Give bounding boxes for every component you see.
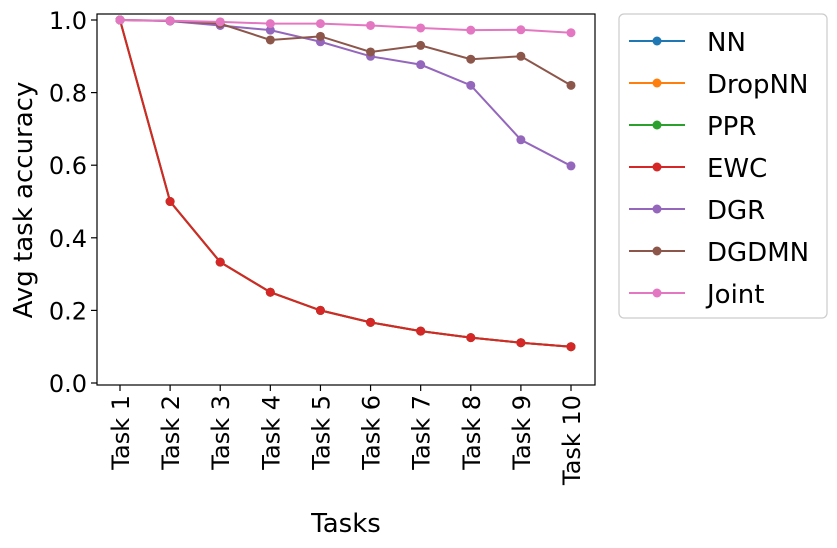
data-point-joint (366, 20, 376, 30)
y-tick-label: 1.0 (49, 7, 87, 35)
series-line-joint (119, 19, 572, 34)
x-axis-label: Tasks (310, 509, 381, 539)
data-point-joint (466, 25, 476, 35)
y-axis: 0.0 0.2 0.4 0.6 0.8 1.0 (49, 7, 97, 398)
x-tick-label: Task 7 (408, 395, 436, 471)
y-tick-label: 0.8 (49, 80, 87, 108)
y-tick-label: 0.6 (49, 152, 87, 180)
y-tick-label: 0.2 (49, 297, 87, 325)
data-point-ewc (416, 326, 426, 336)
legend-box (618, 13, 828, 319)
x-tick-label: Task 9 (508, 395, 536, 471)
data-point-dgdmn (416, 40, 426, 50)
data-point-dgr (416, 60, 426, 70)
data-point-dgdmn (566, 80, 576, 90)
data-point-ewc (265, 287, 275, 297)
x-axis: Task 1 Task 2 Task 3 Task 4 Task 5 Task 6 Task… (107, 385, 586, 486)
legend-marker (652, 204, 662, 214)
data-point-ewc (215, 257, 225, 267)
legend-marker (652, 78, 662, 88)
y-tick-label: 0.4 (49, 225, 87, 253)
legend-label: EWC (707, 154, 767, 184)
x-tick-label: Task 3 (207, 395, 235, 471)
data-point-ewc (315, 305, 325, 315)
data-point-dgdmn (265, 35, 275, 45)
data-point-ewc (516, 338, 526, 348)
legend: NN DropNN PPR EWC DGR DGDMN Joint (618, 13, 828, 319)
series-line-nn (119, 19, 572, 348)
series-line-ewc (119, 19, 572, 348)
data-point-joint (315, 19, 325, 29)
x-tick-label: Task 8 (458, 395, 486, 471)
x-tick-label: Task 10 (558, 395, 586, 486)
legend-marker (652, 36, 662, 46)
x-tick-label: Task 6 (358, 395, 386, 471)
data-point-ewc (165, 197, 175, 206)
legend-marker (652, 246, 662, 256)
series-line-dropnn (119, 19, 572, 348)
legend-label: Joint (705, 280, 764, 310)
plot-area (115, 15, 576, 352)
data-point-ewc (566, 342, 576, 352)
data-point-dgr (265, 25, 275, 35)
legend-label: PPR (707, 112, 756, 142)
legend-label: DropNN (707, 70, 808, 100)
data-point-joint (165, 16, 175, 26)
x-tick-label: Task 2 (157, 395, 185, 471)
y-tick-label: 0.0 (49, 370, 87, 398)
data-point-joint (215, 17, 225, 27)
data-point-dgr (466, 80, 476, 90)
data-point-dgdmn (516, 51, 526, 61)
data-point-dgr (566, 161, 576, 171)
data-point-dgdmn (466, 54, 476, 64)
legend-label: DGR (707, 196, 765, 226)
x-tick-label: Task 5 (307, 395, 335, 471)
data-point-joint (265, 19, 275, 29)
x-tick-label: Task 1 (107, 395, 135, 471)
x-tick-label: Task 4 (257, 395, 285, 471)
data-point-ewc (466, 333, 476, 343)
data-point-dgdmn (366, 47, 376, 57)
legend-marker (652, 162, 662, 172)
data-point-dgr (516, 135, 526, 145)
legend-label: DGDMN (707, 238, 809, 268)
series-line-dgr (119, 19, 572, 167)
y-axis-label: Avg task accuracy (9, 82, 39, 319)
data-point-joint (516, 25, 526, 35)
data-point-dgdmn (315, 31, 325, 41)
data-point-joint (566, 28, 576, 38)
legend-label: NN (707, 28, 746, 58)
data-point-ewc (366, 317, 376, 327)
data-point-joint (416, 23, 426, 33)
legend-marker (652, 288, 662, 298)
legend-marker (652, 120, 662, 130)
data-point-joint (115, 15, 125, 25)
series-line-ppr (119, 19, 572, 348)
plot-frame (96, 13, 596, 386)
